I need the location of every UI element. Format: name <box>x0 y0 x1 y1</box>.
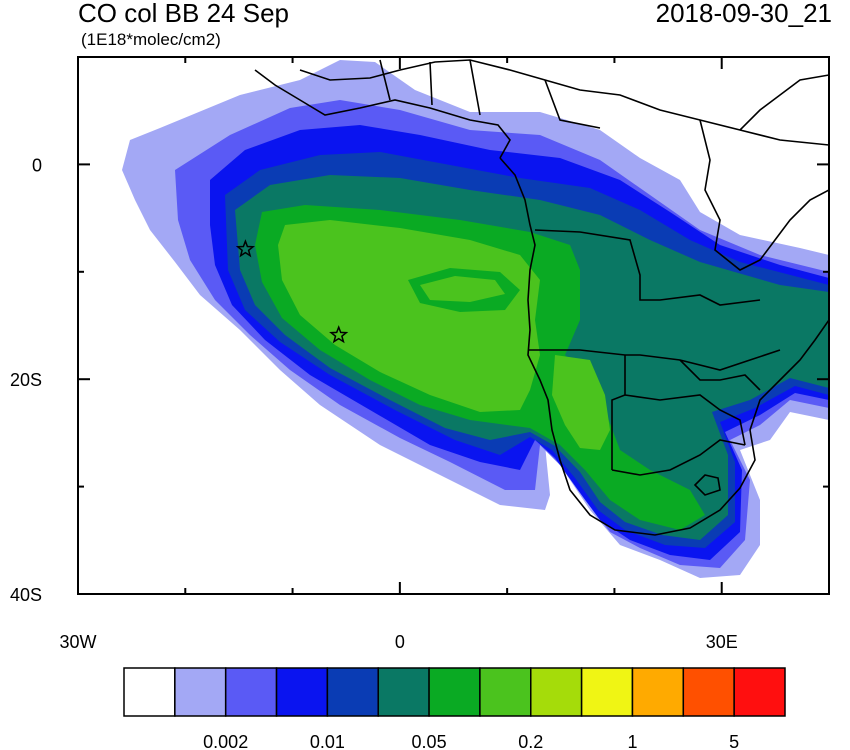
colorbar-box <box>682 667 735 717</box>
colorbar-box <box>631 667 685 717</box>
central-africa-coastline <box>499 157 756 536</box>
colorbar-label: 0.2 <box>518 732 543 750</box>
horn-border <box>739 74 829 131</box>
co-level-01-inner <box>552 355 610 450</box>
angola-zambia-border <box>528 349 781 371</box>
tick-labels: 30W 0 30E 0 20S 40S <box>10 155 738 652</box>
colorbar-box <box>580 667 634 717</box>
map-units: (1E18*molec/cm2) <box>81 30 221 49</box>
x-tick-label: 30E <box>706 632 738 652</box>
colorbar-box <box>733 667 786 717</box>
colorbar-box <box>174 667 227 717</box>
co-level-01-patch <box>420 276 505 302</box>
co-concentration-field <box>122 60 829 578</box>
great-lakes-border <box>699 119 829 271</box>
tick-marks <box>77 56 830 595</box>
colorbar-box <box>479 667 532 717</box>
colorbar-label: 5 <box>729 732 739 750</box>
colorbar-box <box>530 667 583 717</box>
plot-frame <box>77 56 830 595</box>
colorbar-box <box>123 667 176 717</box>
star-marker <box>329 325 349 344</box>
y-tick-label: 40S <box>10 585 42 605</box>
y-tick-label: 20S <box>10 370 42 390</box>
lesotho-border <box>693 474 721 496</box>
colorbar-label: 0.002 <box>203 732 248 750</box>
marker-layer <box>235 239 349 344</box>
coastlines-and-borders <box>254 59 829 536</box>
colorbar-box <box>428 667 481 717</box>
congo-border <box>534 229 761 306</box>
x-tick-label: 30W <box>59 632 96 652</box>
south-africa-border <box>611 439 746 476</box>
botswana-border <box>624 394 746 446</box>
colorbar-label: 0.01 <box>310 732 345 750</box>
zimbabwe-mozambique-border <box>679 359 761 391</box>
north-border <box>379 59 601 129</box>
west-africa-coastline <box>254 69 511 159</box>
colorbar-box <box>224 667 278 717</box>
y-tick-label: 0 <box>32 155 42 175</box>
colorbar: 0.002 0.01 0.05 0.2 1 5 <box>123 667 786 750</box>
colorbar-box <box>275 667 329 717</box>
colorbar-label: 1 <box>627 732 637 750</box>
star-marker <box>235 239 256 258</box>
colorbar-box <box>326 667 379 717</box>
map-title: CO col BB 24 Sep <box>78 0 289 28</box>
east-africa-coastline <box>749 319 829 431</box>
x-tick-label: 0 <box>395 632 405 652</box>
co-level-01 <box>278 220 540 412</box>
colorbar-box <box>377 667 430 717</box>
map-timestamp: 2018-09-30_21 <box>655 0 832 28</box>
namibia-border <box>611 355 626 470</box>
colorbar-label: 0.05 <box>412 732 447 750</box>
